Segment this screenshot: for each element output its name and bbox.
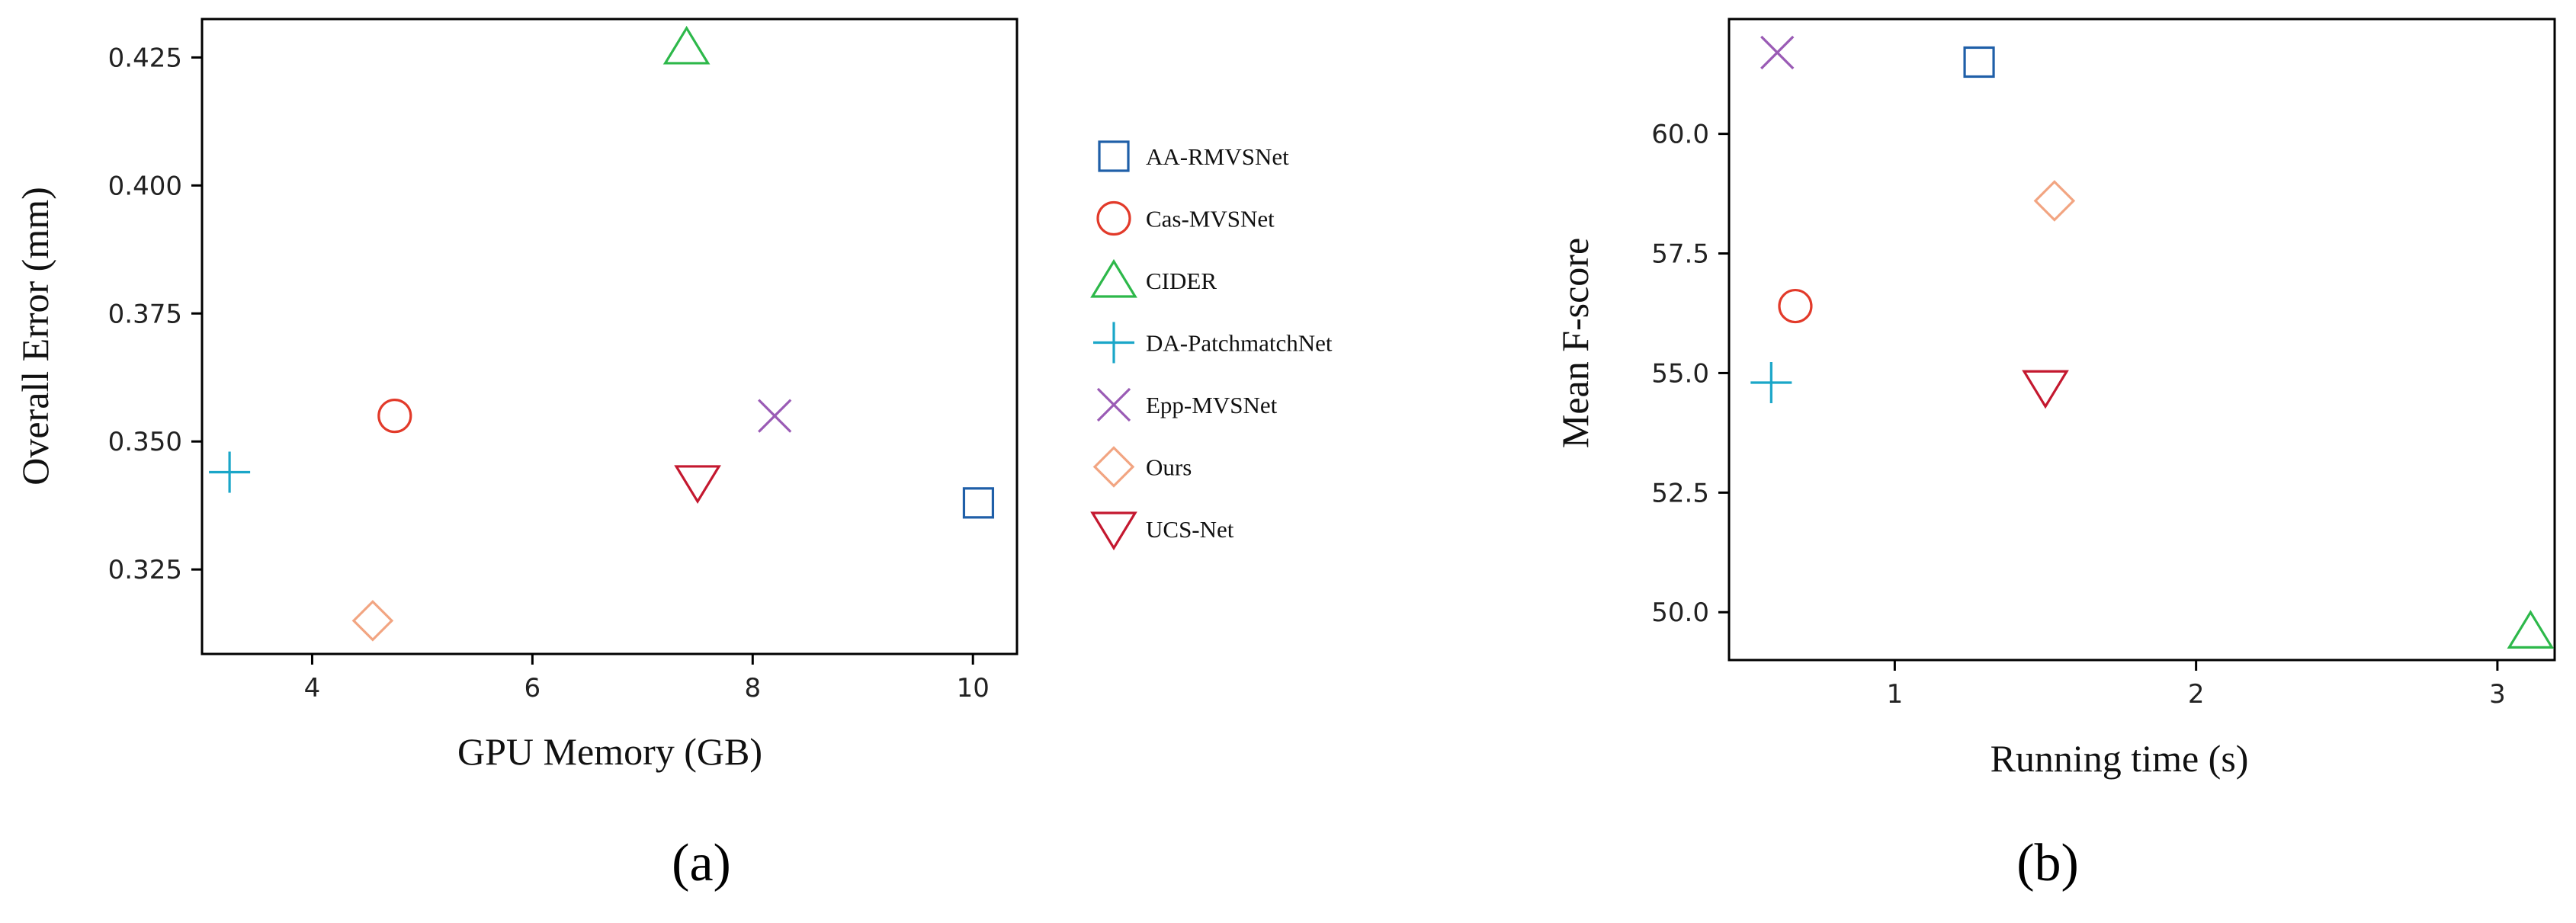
legend-marker-ucs-net <box>1090 511 1137 551</box>
y-tick-label-a: 0.375 <box>108 299 182 329</box>
plot-frame-a <box>200 18 1019 655</box>
point-epp-mvsnet-a <box>758 399 792 433</box>
x-tick-label-a: 4 <box>304 673 321 703</box>
point-cider-a <box>662 25 711 65</box>
point-cas-mvsnet-a <box>377 399 412 434</box>
plot-frame-b <box>1727 18 2556 662</box>
scatter-plot-b: 50.0 52.5 55.0 57.5 60.0 1 2 3 Running time (s… <box>1554 18 2556 893</box>
y-tick-label-b: 57.5 <box>1651 239 1709 270</box>
legend-label-epp-mvsnet: Epp-MVSNet <box>1146 392 1278 418</box>
panel-label-a: (a) <box>672 834 731 893</box>
legend-item-ucs-net: UCS-Net <box>1090 511 1234 551</box>
legend-marker-da-patchmatchnet <box>1093 322 1134 364</box>
y-tick-label-b: 52.5 <box>1651 478 1709 508</box>
point-aa-rmvsnet-b <box>1963 46 1995 79</box>
y-tick-label-a: 0.425 <box>108 43 182 73</box>
legend-item-cas-mvsnet: Cas-MVSNet <box>1096 200 1275 236</box>
legend-label-ucs-net: UCS-Net <box>1146 516 1234 543</box>
legend-label-ours: Ours <box>1146 454 1192 481</box>
legend: AA-RMVSNet Cas-MVSNet CIDER DA-PatchmatchNe… <box>1090 140 1333 551</box>
point-ours-a <box>351 600 394 642</box>
legend-item-ours: Ours <box>1092 446 1192 488</box>
legend-label-da-patchmatchnet: DA-PatchmatchNet <box>1146 330 1333 357</box>
x-axis-label-b: Running time (s) <box>1991 737 2249 780</box>
x-tick-label-b: 2 <box>2188 679 2205 710</box>
x-tick-label-a: 8 <box>744 673 761 703</box>
y-tick-label-a: 0.350 <box>108 427 182 457</box>
legend-item-aa-rmvsnet: AA-RMVSNet <box>1098 140 1289 172</box>
x-tick-label-a: 10 <box>957 673 990 703</box>
legend-item-cider: CIDER <box>1090 258 1217 298</box>
y-axis-label-b: Mean F-score <box>1554 238 1596 448</box>
legend-label-aa-rmvsnet: AA-RMVSNet <box>1146 143 1289 170</box>
legend-marker-cas-mvsnet <box>1096 200 1131 236</box>
y-tick-label-a: 0.400 <box>108 171 182 201</box>
x-tick-label-b: 1 <box>1887 679 1904 710</box>
point-ours-b <box>2033 180 2076 222</box>
legend-marker-epp-mvsnet <box>1096 387 1131 422</box>
legend-marker-aa-rmvsnet <box>1098 140 1130 172</box>
y-tick-label-b: 60.0 <box>1651 120 1709 150</box>
point-aa-rmvsnet-a <box>962 487 995 519</box>
legend-marker-cider <box>1090 258 1137 298</box>
panel-label-b: (b) <box>2016 834 2079 893</box>
scatter-plot-a: 0.325 0.350 0.375 0.400 0.425 4 6 8 10 GPU Memo… <box>14 18 1019 893</box>
point-ucs-net-a <box>674 465 721 505</box>
point-da-patchmatchnet-a <box>209 451 251 493</box>
point-cas-mvsnet-b <box>1778 288 1813 324</box>
x-tick-label-b: 3 <box>2489 679 2506 710</box>
point-cider-b <box>2507 610 2555 649</box>
y-tick-label-b: 55.0 <box>1651 358 1709 389</box>
point-ucs-net-b <box>2022 370 2069 409</box>
point-da-patchmatchnet-b <box>1750 361 1792 403</box>
legend-marker-ours <box>1092 446 1135 488</box>
x-tick-label-a: 6 <box>525 673 541 703</box>
legend-label-cider: CIDER <box>1146 268 1217 294</box>
legend-item-da-patchmatchnet: DA-PatchmatchNet <box>1093 322 1333 364</box>
y-axis-label-a: Overall Error (mm) <box>14 187 56 486</box>
y-tick-label-a: 0.325 <box>108 555 182 585</box>
x-axis-label-a: GPU Memory (GB) <box>457 730 762 773</box>
legend-label-cas-mvsnet: Cas-MVSNet <box>1146 206 1275 232</box>
y-tick-label-b: 50.0 <box>1651 598 1709 628</box>
point-epp-mvsnet-b <box>1760 35 1795 70</box>
legend-item-epp-mvsnet: Epp-MVSNet <box>1096 387 1278 422</box>
